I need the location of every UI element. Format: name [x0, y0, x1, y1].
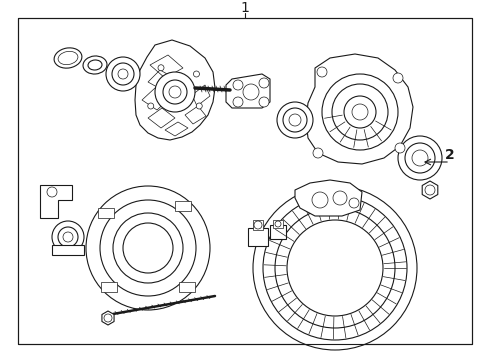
Circle shape: [194, 71, 199, 77]
Circle shape: [277, 102, 313, 138]
Circle shape: [395, 143, 405, 153]
Polygon shape: [135, 40, 215, 140]
Ellipse shape: [88, 60, 102, 70]
Circle shape: [58, 227, 78, 247]
Circle shape: [322, 74, 398, 150]
Polygon shape: [40, 185, 72, 218]
Circle shape: [317, 67, 327, 77]
Circle shape: [100, 200, 196, 296]
Circle shape: [118, 69, 128, 79]
Polygon shape: [226, 74, 270, 108]
Circle shape: [233, 97, 243, 107]
Circle shape: [259, 97, 269, 107]
Bar: [253, 220, 263, 230]
Circle shape: [332, 84, 388, 140]
Circle shape: [393, 73, 403, 83]
Circle shape: [243, 84, 259, 100]
Circle shape: [112, 63, 134, 85]
Circle shape: [275, 208, 395, 328]
Polygon shape: [295, 180, 362, 216]
Circle shape: [113, 213, 183, 283]
Circle shape: [398, 136, 442, 180]
Circle shape: [196, 103, 202, 109]
Circle shape: [148, 103, 154, 109]
Polygon shape: [101, 282, 117, 292]
Circle shape: [283, 108, 307, 132]
Circle shape: [349, 198, 359, 208]
Bar: [248, 228, 268, 246]
Polygon shape: [306, 54, 413, 164]
Circle shape: [352, 104, 368, 120]
Circle shape: [312, 192, 328, 208]
Circle shape: [63, 232, 73, 242]
Circle shape: [405, 143, 435, 173]
Circle shape: [275, 221, 281, 227]
Polygon shape: [175, 201, 192, 211]
Text: 1: 1: [241, 1, 249, 15]
Ellipse shape: [54, 48, 82, 68]
Circle shape: [253, 186, 417, 350]
Circle shape: [86, 186, 210, 310]
Ellipse shape: [58, 51, 78, 65]
Circle shape: [344, 96, 376, 128]
Circle shape: [158, 65, 164, 71]
Circle shape: [163, 80, 187, 104]
Polygon shape: [422, 181, 438, 199]
Polygon shape: [98, 208, 114, 218]
Circle shape: [259, 78, 269, 88]
Bar: [52, 245, 84, 255]
Circle shape: [104, 314, 112, 322]
Ellipse shape: [83, 56, 107, 74]
Text: 2: 2: [445, 148, 455, 162]
Circle shape: [155, 72, 195, 112]
Circle shape: [425, 185, 435, 195]
Circle shape: [412, 150, 428, 166]
Circle shape: [47, 187, 57, 197]
Polygon shape: [179, 282, 195, 292]
Circle shape: [123, 223, 173, 273]
Circle shape: [106, 57, 140, 91]
Polygon shape: [102, 311, 114, 325]
Circle shape: [313, 148, 323, 158]
Bar: [270, 225, 286, 239]
Circle shape: [233, 80, 243, 90]
Bar: [273, 220, 283, 228]
Circle shape: [287, 220, 383, 316]
Circle shape: [52, 221, 84, 253]
Circle shape: [333, 191, 347, 205]
Circle shape: [254, 221, 262, 229]
Circle shape: [169, 86, 181, 98]
Circle shape: [263, 196, 407, 340]
Circle shape: [289, 114, 301, 126]
